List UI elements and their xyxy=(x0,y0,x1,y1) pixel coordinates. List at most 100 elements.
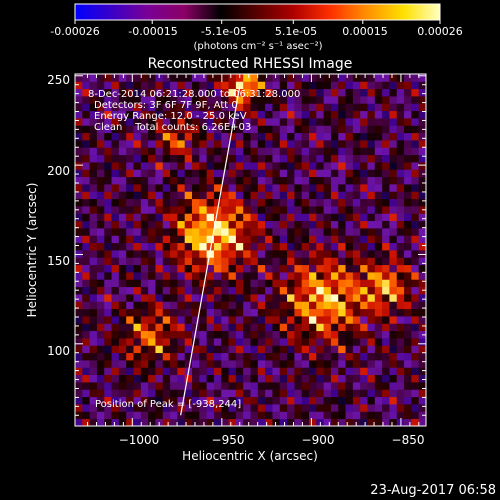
heatmap-cell xyxy=(243,198,251,207)
heatmap-cell xyxy=(184,360,193,368)
heatmap-cell xyxy=(338,118,346,126)
heatmap-cell xyxy=(206,345,215,354)
heatmap-cell xyxy=(418,338,426,346)
heatmap-cell xyxy=(352,323,361,332)
heatmap-cell xyxy=(257,103,266,112)
heatmap-cell xyxy=(228,294,237,302)
heatmap-cell xyxy=(345,228,354,236)
heatmap-cell xyxy=(111,411,120,420)
heatmap-cell xyxy=(184,169,193,178)
heatmap-cell xyxy=(162,74,171,82)
heatmap-cell xyxy=(382,81,390,90)
heatmap-cell xyxy=(192,88,200,97)
heatmap-cell xyxy=(338,235,346,244)
heatmap-cell xyxy=(235,169,244,178)
heatmap-cell xyxy=(265,81,273,90)
heatmap-cell xyxy=(177,294,186,302)
heatmap-cell xyxy=(213,382,222,390)
heatmap-cell xyxy=(345,140,354,148)
heatmap-cell xyxy=(338,132,346,141)
heatmap-cell xyxy=(418,316,426,324)
heatmap-cell xyxy=(367,360,376,368)
heatmap-cell xyxy=(374,176,383,185)
heatmap-cell xyxy=(382,316,390,324)
heatmap-cell xyxy=(192,286,200,295)
heatmap-cell xyxy=(82,103,91,112)
heatmap-cell xyxy=(396,125,405,134)
heatmap-cell xyxy=(389,396,398,405)
heatmap-cell xyxy=(75,396,83,405)
heatmap-cell xyxy=(396,374,405,383)
heatmap-cell xyxy=(221,235,229,244)
heatmap-cell xyxy=(89,323,98,332)
heatmap-cell xyxy=(155,301,164,310)
heatmap-cell xyxy=(133,345,142,354)
heatmap-cell xyxy=(148,382,156,390)
heatmap-cell xyxy=(228,162,237,170)
heatmap-cell xyxy=(155,198,164,207)
heatmap-cell xyxy=(309,345,317,354)
heatmap-cell xyxy=(235,382,244,390)
heatmap-cell xyxy=(243,418,251,426)
heatmap-cell xyxy=(330,140,339,148)
heatmap-cell xyxy=(287,147,295,156)
heatmap-cell xyxy=(382,184,390,192)
heatmap-cell xyxy=(265,316,273,324)
heatmap-cell xyxy=(221,213,229,222)
heatmap-cell xyxy=(294,389,303,398)
heatmap-cell xyxy=(360,316,368,324)
heatmap-cell xyxy=(323,206,332,214)
heatmap-cell xyxy=(279,176,288,185)
heatmap-cell xyxy=(287,235,295,244)
heatmap-cell xyxy=(294,374,303,383)
heatmap-cell xyxy=(89,147,98,156)
heatmap-cell xyxy=(111,352,120,361)
heatmap-cell xyxy=(111,162,120,170)
heatmap-cell xyxy=(396,154,405,163)
heatmap-cell xyxy=(316,191,325,200)
heatmap-cell xyxy=(352,352,361,361)
heatmap-cell xyxy=(89,330,98,339)
heatmap-cell xyxy=(265,220,273,229)
heatmap-cell xyxy=(118,169,127,178)
heatmap-cell xyxy=(352,242,361,251)
heatmap-cell xyxy=(140,235,149,244)
heatmap-cell xyxy=(374,389,383,398)
heatmap-cell xyxy=(287,294,295,302)
heatmap-cell xyxy=(170,242,178,251)
heatmap-cell xyxy=(367,294,376,302)
heatmap-cell xyxy=(301,360,310,368)
heatmap-cell xyxy=(309,360,317,368)
heatmap-cell xyxy=(162,110,171,119)
heatmap-cell xyxy=(104,279,112,288)
heatmap-cell xyxy=(265,323,273,332)
heatmap-cell xyxy=(243,323,251,332)
heatmap-cell xyxy=(206,301,215,310)
heatmap-cell xyxy=(221,118,229,126)
heatmap-cell xyxy=(316,323,325,332)
heatmap-cell xyxy=(133,404,142,412)
heatmap-cell xyxy=(206,338,215,346)
heatmap-cell xyxy=(301,191,310,200)
heatmap-cell xyxy=(162,338,171,346)
heatmap-cell xyxy=(162,191,171,200)
heatmap-cell xyxy=(257,110,266,119)
heatmap-cell xyxy=(287,308,295,317)
heatmap-cell xyxy=(367,345,376,354)
heatmap-cell xyxy=(89,176,98,185)
heatmap-cell xyxy=(382,118,390,126)
heatmap-cell xyxy=(140,352,149,361)
heatmap-cell xyxy=(162,88,171,97)
heatmap-cell xyxy=(330,404,339,412)
heatmap-cell xyxy=(389,330,398,339)
heatmap-cell xyxy=(162,213,171,222)
heatmap-cell xyxy=(411,206,420,214)
heatmap-cell xyxy=(374,118,383,126)
heatmap-cell xyxy=(235,323,244,332)
heatmap-cell xyxy=(221,88,229,97)
heatmap-cell xyxy=(155,374,164,383)
heatmap-cell xyxy=(396,169,405,178)
heatmap-cell xyxy=(199,404,208,412)
heatmap-cell xyxy=(206,279,215,288)
heatmap-cell xyxy=(323,389,332,398)
